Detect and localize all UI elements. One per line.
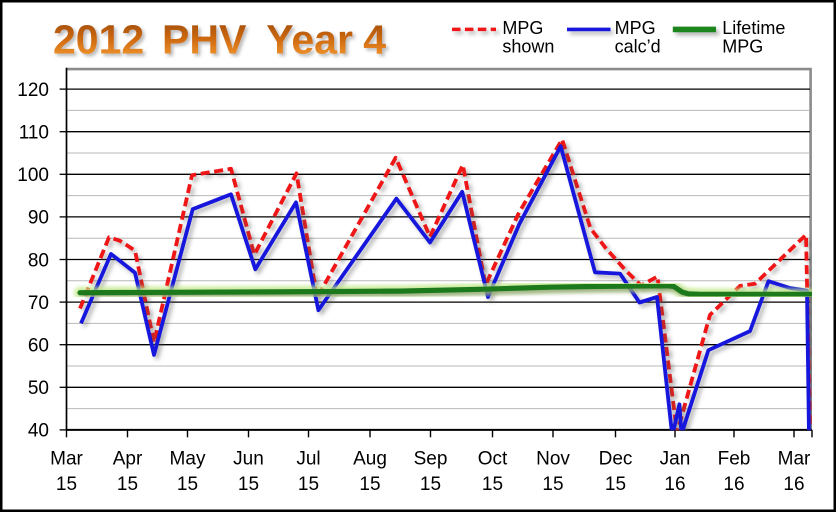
svg-text:Feb: Feb [718, 449, 751, 470]
svg-text:15: 15 [117, 474, 138, 495]
svg-text:16: 16 [664, 474, 685, 495]
svg-text:100: 100 [17, 165, 49, 186]
svg-text:Aug: Aug [353, 449, 387, 470]
svg-text:60: 60 [28, 336, 49, 357]
svg-text:15: 15 [420, 474, 441, 495]
svg-text:15: 15 [542, 474, 563, 495]
svg-text:Mar: Mar [778, 449, 811, 470]
svg-text:16: 16 [723, 474, 744, 495]
svg-text:50: 50 [28, 378, 49, 399]
svg-text:Jun: Jun [233, 449, 264, 470]
svg-text:Sep: Sep [414, 449, 448, 470]
svg-text:Jul: Jul [296, 449, 320, 470]
svg-text:110: 110 [19, 123, 49, 144]
svg-text:40: 40 [28, 421, 49, 442]
svg-text:15: 15 [482, 474, 503, 495]
svg-text:120: 120 [17, 80, 49, 101]
svg-text:16: 16 [783, 474, 804, 495]
svg-text:90: 90 [28, 208, 49, 229]
svg-text:15: 15 [359, 474, 380, 495]
svg-text:80: 80 [28, 250, 49, 271]
svg-text:May: May [170, 449, 206, 470]
svg-text:15: 15 [605, 474, 626, 495]
svg-text:15: 15 [298, 474, 319, 495]
svg-text:Jan: Jan [660, 449, 691, 470]
svg-text:Nov: Nov [536, 449, 570, 470]
svg-text:Dec: Dec [599, 449, 633, 470]
svg-text:15: 15 [238, 474, 259, 495]
svg-text:Apr: Apr [113, 449, 143, 470]
svg-text:15: 15 [56, 474, 77, 495]
svg-text:Mar: Mar [50, 449, 83, 470]
svg-text:Oct: Oct [478, 449, 508, 470]
svg-text:15: 15 [177, 474, 198, 495]
svg-text:70: 70 [28, 293, 49, 314]
